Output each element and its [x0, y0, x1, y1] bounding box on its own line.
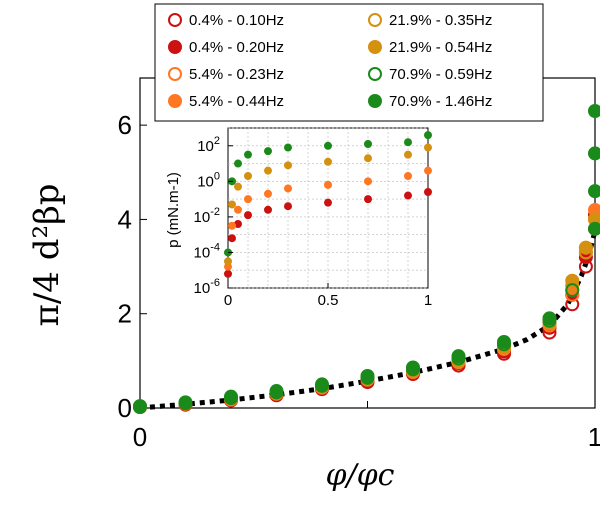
inset-data-point — [284, 184, 292, 193]
data-point — [406, 360, 420, 375]
inset-data-point — [244, 211, 252, 220]
legend-label: 0.4% - 0.10Hz — [189, 12, 284, 29]
legend-marker — [168, 40, 182, 54]
legend: 0.4% - 0.10Hz 0.4% - 0.20Hz 5.4% - 0.23Hz 5… — [154, 3, 544, 122]
data-point — [451, 349, 466, 364]
inset-data-point — [244, 195, 252, 204]
inset-data-point — [324, 198, 332, 207]
legend-marker — [368, 13, 382, 27]
data-point — [315, 377, 329, 392]
inset-data-point — [404, 191, 412, 200]
legend-marker — [368, 67, 382, 81]
inset-data-point — [234, 205, 242, 214]
inset-data-point — [264, 205, 272, 214]
inset-x-tick-label: 0 — [224, 292, 232, 309]
inset-data-point — [224, 257, 232, 266]
legend-label: 0.4% - 0.20Hz — [189, 39, 284, 56]
y-tick-label: 4 — [118, 204, 132, 234]
data-point — [588, 146, 600, 161]
inset-data-point — [364, 140, 372, 148]
inset-data-point — [404, 172, 412, 180]
inset-data-point — [234, 159, 242, 168]
inset-data-point — [264, 189, 272, 198]
data-point — [588, 184, 600, 199]
legend-box — [154, 3, 544, 122]
legend-label: 21.9% - 0.35Hz — [389, 12, 492, 29]
legend-marker — [168, 67, 182, 81]
legend-label: 5.4% - 0.23Hz — [189, 66, 284, 83]
inset-data-point — [404, 150, 412, 159]
inset-data-point — [404, 138, 412, 147]
inset-data-point — [234, 182, 242, 191]
y-tick-label: 2 — [118, 299, 132, 329]
inset-y-tick-label: 10-2 — [194, 206, 220, 226]
data-point — [360, 368, 375, 383]
inset-data-point — [424, 143, 432, 152]
data-point — [497, 335, 511, 349]
inset-data-point — [228, 200, 236, 209]
data-point — [588, 221, 600, 236]
data-point — [542, 311, 557, 326]
main-points-layer — [133, 104, 600, 415]
legend-marker — [368, 40, 382, 54]
legend-label: 5.4% - 0.44Hz — [189, 93, 284, 110]
inset-y-axis-label: p (mN.m-1) — [165, 172, 182, 248]
legend-items: 0.4% - 0.10Hz 0.4% - 0.20Hz 5.4% - 0.23Hz 5… — [168, 12, 492, 110]
y-tick-label: 0 — [118, 393, 132, 423]
x-tick-label: 1 — [588, 422, 600, 452]
inset-y-tick-label: 10-4 — [194, 241, 220, 261]
inset-data-point — [364, 177, 372, 186]
inset-y-tick-label: 102 — [197, 135, 220, 155]
legend-marker — [368, 94, 382, 108]
inset-data-point — [264, 147, 272, 156]
x-tick-label: 0 — [133, 422, 147, 452]
data-point — [178, 395, 193, 410]
inset-data-point — [424, 131, 432, 140]
inset-data-point — [324, 157, 332, 166]
x-axis-label: φ/φc — [326, 458, 395, 493]
inset-data-point — [284, 143, 292, 152]
inset-data-point — [364, 195, 372, 204]
legend-label: 70.9% - 1.46Hz — [389, 93, 492, 110]
data-point — [224, 389, 238, 404]
data-point — [588, 104, 600, 118]
data-point — [133, 399, 147, 414]
inset-data-point — [324, 141, 332, 150]
inset-x-tick-label: 0.5 — [318, 292, 339, 309]
inset-data-point — [228, 221, 236, 230]
inset-data-point — [284, 202, 292, 211]
legend-marker — [168, 94, 182, 108]
y-tick-label: 6 — [118, 110, 132, 140]
inset-points-layer — [224, 131, 432, 278]
data-point — [578, 240, 593, 255]
inset-data-point — [284, 161, 292, 170]
inset-data-point — [424, 188, 432, 196]
inset-x-tick-label: 1 — [424, 292, 432, 309]
inset-data-point — [228, 234, 236, 243]
inset-data-point — [244, 172, 252, 180]
inset-data-point — [364, 154, 372, 163]
legend-label: 21.9% - 0.54Hz — [389, 39, 492, 56]
data-point — [565, 273, 580, 288]
inset-data-point — [324, 180, 332, 189]
inset-tick-layer: 10-6 10-4 10-2 100 102 0 0.5 1 — [194, 135, 433, 309]
legend-marker — [168, 13, 182, 27]
y-axis-label: π/4 d²βp — [27, 183, 67, 326]
inset-y-tick-label: 10-6 — [194, 277, 220, 297]
inset-chart: 10-6 10-4 10-2 100 102 0 0.5 1 p (mN.m-1) — [165, 127, 433, 309]
legend-label: 70.9% - 0.59Hz — [389, 66, 492, 83]
data-point — [565, 283, 580, 298]
data-point — [269, 384, 284, 399]
inset-data-point — [424, 166, 432, 175]
inset-data-point — [224, 269, 232, 278]
inset-data-point — [264, 166, 272, 175]
inset-data-point — [244, 150, 252, 159]
inset-y-tick-label: 100 — [197, 170, 220, 190]
